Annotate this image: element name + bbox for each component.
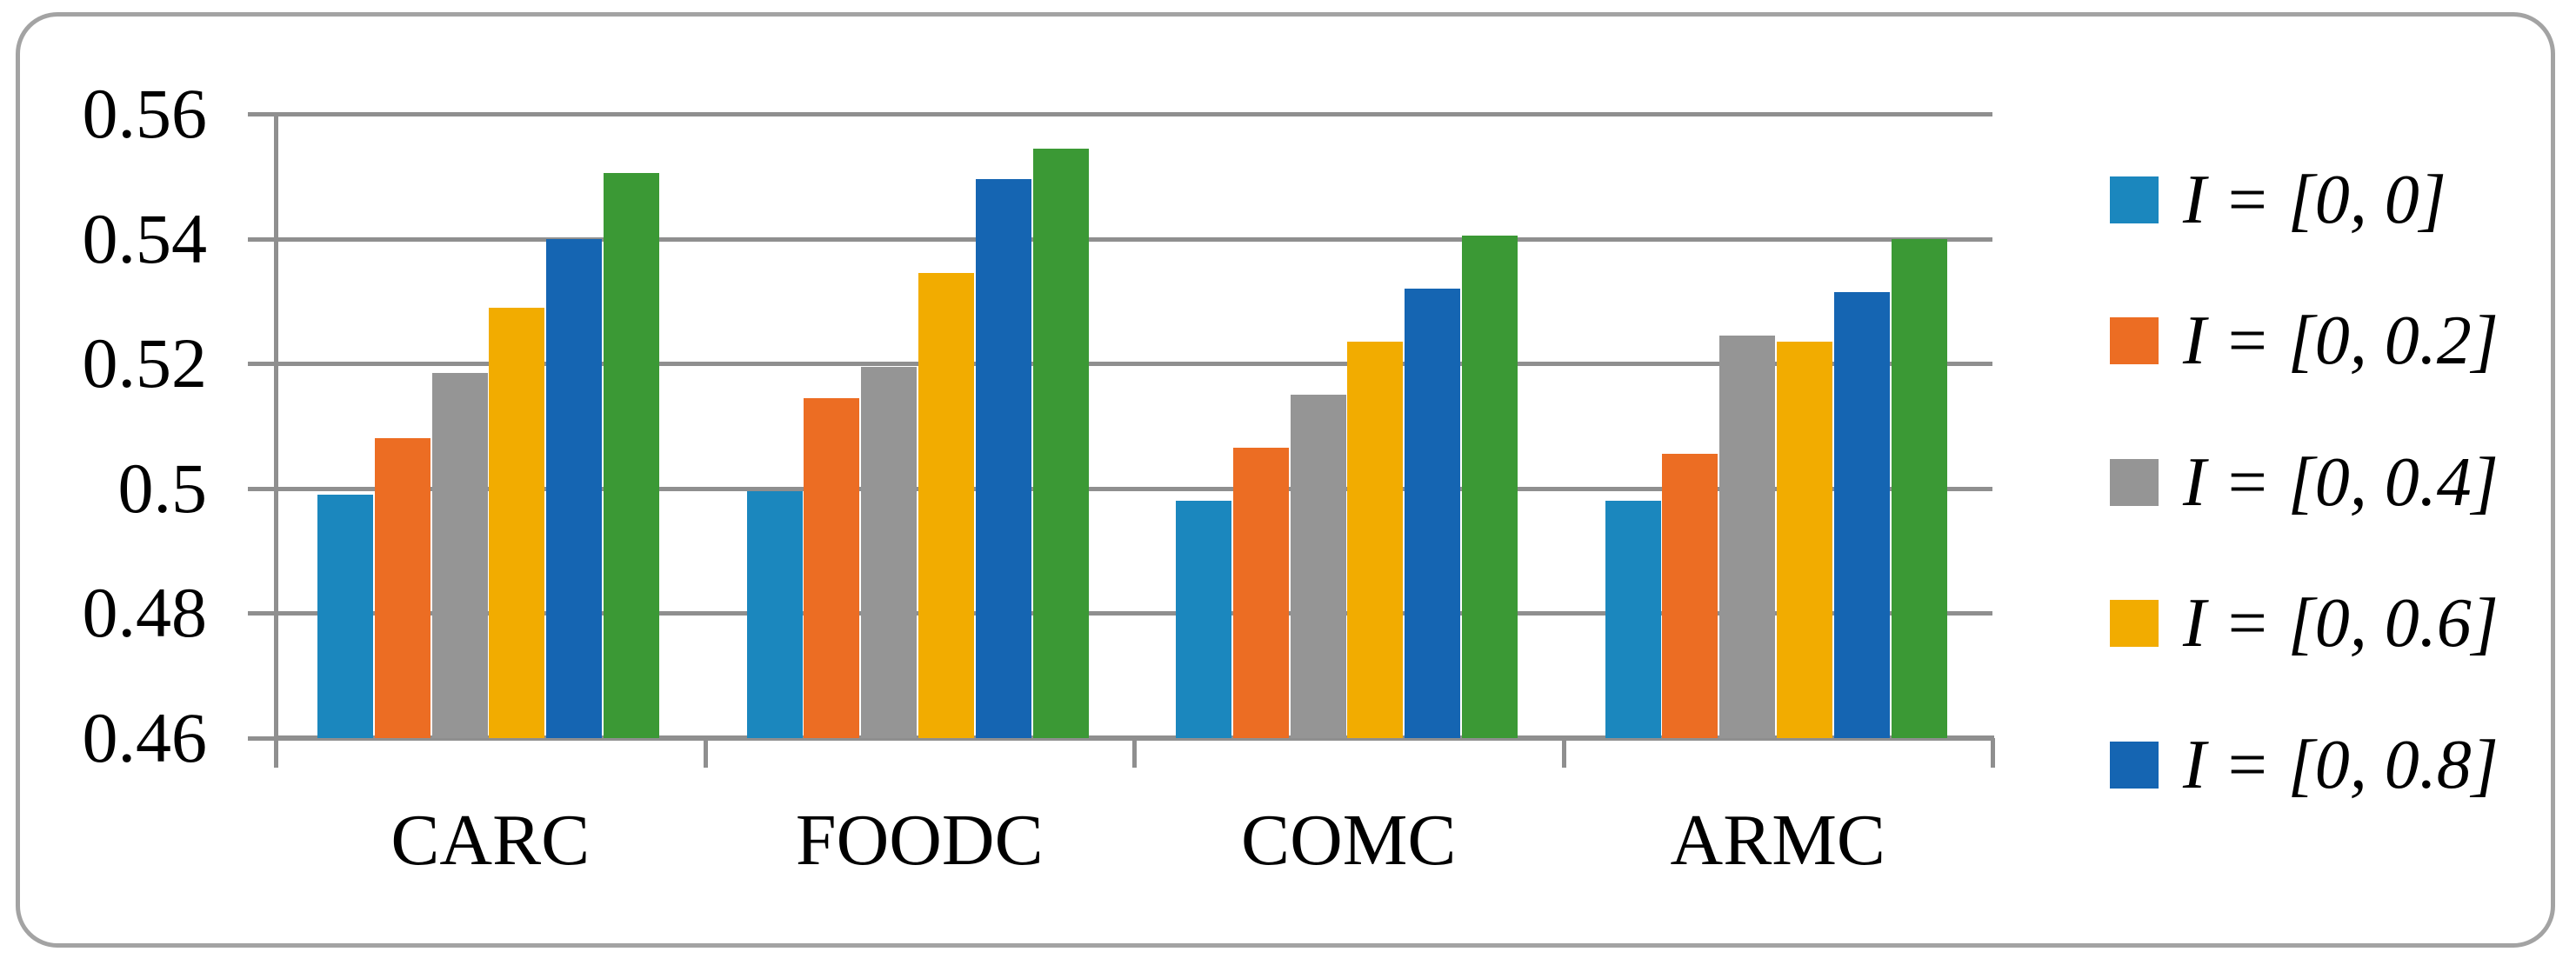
legend-item: I = [0, 0.2] — [2110, 306, 2499, 376]
y-axis-tick-label: 0.5 — [117, 448, 208, 528]
bar-COMC-series-0 — [1176, 501, 1231, 738]
bar-ARMC-series-5 — [1891, 238, 1947, 738]
legend-label: I = [0, 0.8] — [2183, 727, 2499, 803]
bar-COMC-series-5 — [1462, 236, 1518, 738]
gridline — [276, 611, 1992, 616]
y-axis-tick — [248, 112, 276, 116]
bar-CARC-series-0 — [317, 494, 373, 738]
legend-item: I = [0, 0] — [2110, 165, 2446, 235]
bar-COMC-series-4 — [1405, 289, 1461, 738]
legend-swatch-icon — [2110, 600, 2159, 647]
legend-label: I = [0, 0.4] — [2183, 444, 2499, 521]
x-axis-tick — [703, 738, 708, 768]
gridline — [276, 362, 1992, 367]
bar-ARMC-series-3 — [1776, 342, 1832, 738]
category-label-ARMC: ARMC — [1670, 800, 1885, 881]
x-axis-tick — [1991, 738, 1995, 768]
plot-area — [248, 112, 1995, 768]
bar-COMC-series-2 — [1290, 395, 1346, 738]
legend-swatch-icon — [2110, 459, 2159, 506]
legend-swatch-icon — [2110, 176, 2159, 223]
gridline — [276, 236, 1992, 242]
legend-swatch-icon — [2110, 317, 2159, 364]
y-axis-tick — [248, 736, 276, 741]
bar-COMC-series-1 — [1232, 448, 1289, 738]
legend-label: I = [0, 0.2] — [2183, 303, 2499, 379]
x-axis-tick — [1132, 738, 1137, 768]
y-axis-tick-label: 0.48 — [82, 573, 208, 653]
category-label-CARC: CARC — [390, 800, 591, 881]
y-axis-tick — [248, 236, 276, 242]
category-label-FOODC: FOODC — [795, 800, 1044, 881]
legend-item: I = [0, 0.4] — [2110, 448, 2499, 517]
y-axis-line — [274, 112, 278, 765]
bar-FOODC-series-0 — [746, 491, 803, 738]
bar-CARC-series-5 — [604, 173, 659, 738]
category-label-COMC: COMC — [1241, 800, 1457, 881]
bar-CARC-series-2 — [431, 372, 488, 738]
bar-CARC-series-1 — [374, 438, 430, 738]
x-axis-tick — [274, 738, 278, 768]
legend-label: I = [0, 0.6] — [2183, 585, 2499, 662]
bar-FOODC-series-4 — [975, 179, 1031, 738]
y-axis-tick-label: 0.52 — [82, 323, 208, 403]
bar-ARMC-series-2 — [1719, 335, 1776, 738]
legend-label: I = [0, 0] — [2183, 162, 2446, 238]
bar-ARMC-series-1 — [1662, 454, 1718, 738]
bar-FOODC-series-2 — [861, 366, 918, 738]
bar-ARMC-series-4 — [1833, 291, 1890, 738]
legend-item: I = [0, 0.6] — [2110, 589, 2499, 658]
y-axis-tick-label: 0.56 — [82, 74, 208, 153]
bar-FOODC-series-3 — [918, 273, 974, 738]
gridline — [276, 486, 1992, 491]
y-axis-tick — [248, 362, 276, 367]
y-axis-tick — [248, 611, 276, 616]
legend-item: I = [0, 0.8] — [2110, 730, 2499, 800]
bar-ARMC-series-0 — [1605, 501, 1661, 738]
bar-CARC-series-3 — [489, 307, 545, 738]
bar-FOODC-series-5 — [1032, 148, 1089, 738]
y-axis-tick-label: 0.54 — [82, 198, 208, 278]
legend-swatch-icon — [2110, 742, 2159, 789]
bar-COMC-series-3 — [1347, 342, 1404, 738]
y-axis-tick — [248, 486, 276, 491]
x-axis-tick — [1561, 738, 1566, 768]
bar-CARC-series-4 — [546, 238, 603, 738]
bar-FOODC-series-1 — [804, 397, 860, 738]
gridline — [276, 112, 1992, 116]
y-axis-tick-label: 0.46 — [82, 698, 208, 777]
